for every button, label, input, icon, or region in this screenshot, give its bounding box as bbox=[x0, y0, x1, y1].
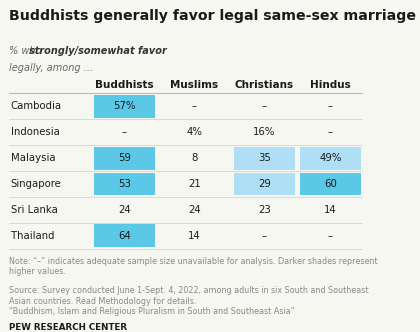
Text: Malaysia: Malaysia bbox=[10, 153, 55, 163]
Text: –: – bbox=[122, 127, 127, 137]
Text: Sri Lanka: Sri Lanka bbox=[10, 205, 58, 215]
Text: –: – bbox=[328, 231, 333, 241]
Text: Buddhists: Buddhists bbox=[95, 80, 154, 90]
FancyBboxPatch shape bbox=[94, 147, 155, 170]
Text: Note: “–” indicates adequate sample size unavailable for analysis. Darker shades: Note: “–” indicates adequate sample size… bbox=[9, 257, 377, 276]
FancyBboxPatch shape bbox=[94, 224, 155, 247]
Text: legally, among ...: legally, among ... bbox=[9, 62, 93, 73]
Text: Source: Survey conducted June 1-Sept. 4, 2022, among adults in six South and Sou: Source: Survey conducted June 1-Sept. 4,… bbox=[9, 287, 368, 316]
Text: 4%: 4% bbox=[186, 127, 202, 137]
Text: 24: 24 bbox=[118, 205, 131, 215]
Text: 64: 64 bbox=[118, 231, 131, 241]
Text: Muslims: Muslims bbox=[170, 80, 218, 90]
Text: –: – bbox=[262, 231, 267, 241]
Text: 57%: 57% bbox=[113, 101, 136, 112]
FancyBboxPatch shape bbox=[300, 173, 361, 195]
Text: 53: 53 bbox=[118, 179, 131, 189]
Text: PEW RESEARCH CENTER: PEW RESEARCH CENTER bbox=[9, 323, 127, 332]
Text: –: – bbox=[262, 101, 267, 112]
Text: % who: % who bbox=[9, 46, 45, 56]
Text: 16%: 16% bbox=[253, 127, 276, 137]
Text: 60: 60 bbox=[324, 179, 337, 189]
Text: strongly/somewhat favor: strongly/somewhat favor bbox=[29, 46, 167, 56]
Text: Hindus: Hindus bbox=[310, 80, 351, 90]
FancyBboxPatch shape bbox=[234, 173, 294, 195]
Text: 59: 59 bbox=[118, 153, 131, 163]
Text: 8: 8 bbox=[191, 153, 197, 163]
Text: 14: 14 bbox=[324, 205, 337, 215]
Text: Buddhists generally favor legal same-sex marriage: Buddhists generally favor legal same-sex… bbox=[9, 9, 416, 23]
Text: Thailand: Thailand bbox=[10, 231, 54, 241]
FancyBboxPatch shape bbox=[234, 147, 294, 170]
Text: 49%: 49% bbox=[319, 153, 341, 163]
Text: –: – bbox=[328, 127, 333, 137]
Text: 24: 24 bbox=[188, 205, 201, 215]
FancyBboxPatch shape bbox=[94, 173, 155, 195]
Text: 23: 23 bbox=[258, 205, 270, 215]
Text: 14: 14 bbox=[188, 231, 201, 241]
Text: 21: 21 bbox=[188, 179, 201, 189]
Text: –: – bbox=[192, 101, 197, 112]
Text: –: – bbox=[328, 101, 333, 112]
FancyBboxPatch shape bbox=[94, 95, 155, 118]
Text: Cambodia: Cambodia bbox=[10, 101, 62, 112]
Text: Singapore: Singapore bbox=[10, 179, 61, 189]
Text: Christians: Christians bbox=[235, 80, 294, 90]
Text: 29: 29 bbox=[258, 179, 270, 189]
FancyBboxPatch shape bbox=[300, 147, 361, 170]
Text: Indonesia: Indonesia bbox=[10, 127, 60, 137]
Text: 35: 35 bbox=[258, 153, 270, 163]
